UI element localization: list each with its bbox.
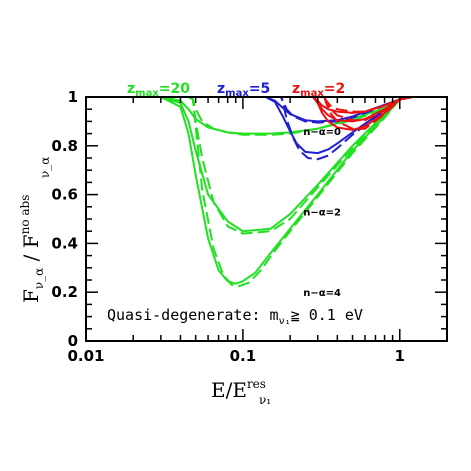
curves-layer bbox=[86, 96, 447, 288]
series-line-2 bbox=[86, 96, 447, 233]
series-line-3 bbox=[86, 96, 447, 235]
curve-label: n−α=2 bbox=[303, 208, 341, 219]
zmax-label-green: zmax=20 bbox=[127, 81, 190, 99]
y-tick-label: 0.2 bbox=[51, 283, 78, 301]
y-tick-label: 0.4 bbox=[51, 234, 78, 252]
labels-layer: 0.01 0.1 1 0 0.2 0.4 0.6 0.8 1 n−α=0 n−α=2 n−α=4 bbox=[51, 88, 405, 365]
curve-label: n−α=4 bbox=[303, 288, 341, 299]
y-axis-title: Fν_α / Fno abs bbox=[18, 195, 46, 303]
x-tick-label: 1 bbox=[395, 347, 405, 365]
y-axis-title-sub2: ν_α bbox=[38, 157, 52, 178]
ticks-layer bbox=[85, 96, 448, 342]
curve-label: n−α=0 bbox=[303, 127, 341, 138]
y-tick-label: 0.6 bbox=[51, 186, 78, 204]
series-line-15 bbox=[86, 96, 447, 130]
x-tick-label: 0.01 bbox=[67, 347, 104, 365]
y-tick-label: 0 bbox=[68, 332, 78, 350]
x-axis-title: E/Eres bbox=[211, 377, 266, 402]
zmax-label-blue: zmax=5 bbox=[217, 81, 270, 99]
zmax-label-red: zmax=2 bbox=[292, 81, 345, 99]
x-axis-title-sub: ν₁ bbox=[259, 393, 271, 407]
annotation-text: Quasi-degenerate: mν₁≧ 0.1 eV bbox=[107, 306, 363, 327]
y-tick-label: 0.8 bbox=[51, 137, 78, 155]
series-line-4 bbox=[86, 96, 447, 285]
x-tick-label: 0.1 bbox=[230, 347, 257, 365]
y-tick-label: 1 bbox=[68, 88, 78, 106]
series-line-5 bbox=[86, 96, 447, 288]
